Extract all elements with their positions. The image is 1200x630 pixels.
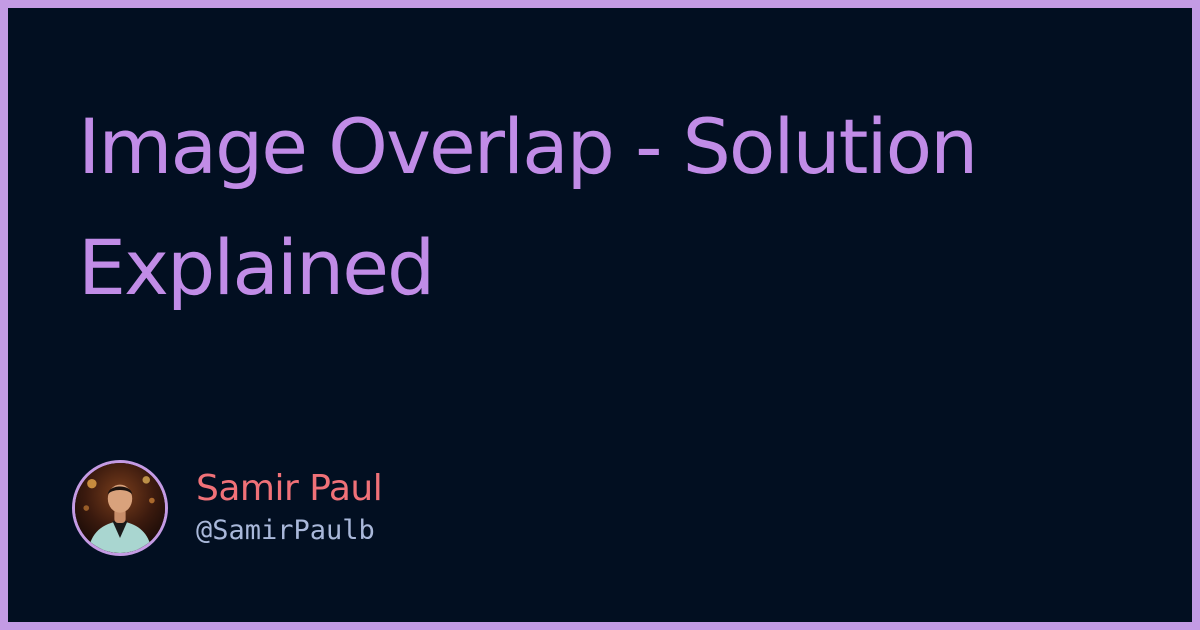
post-title: Image Overlap - Solution Explained bbox=[78, 102, 978, 312]
author-handle: @SamirPaulb bbox=[196, 515, 375, 546]
author-name: Samir Paul bbox=[196, 468, 383, 509]
author-avatar bbox=[72, 460, 168, 556]
author-block: Samir Paul @SamirPaulb bbox=[72, 460, 383, 556]
author-photo-icon bbox=[75, 463, 165, 553]
